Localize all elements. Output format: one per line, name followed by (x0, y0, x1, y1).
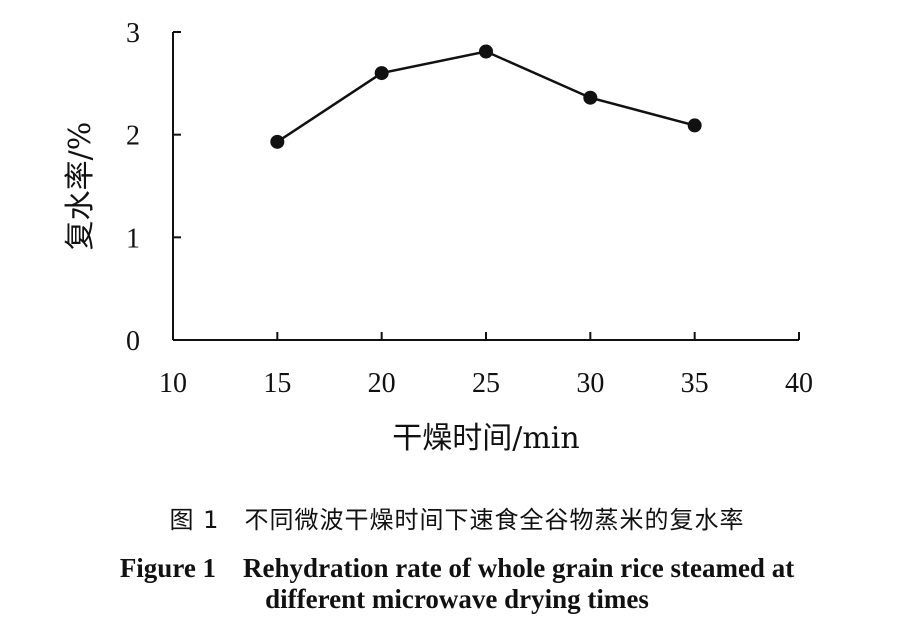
y-ticks: 0 1 2 3 (126, 18, 181, 357)
series-line (276, 50, 695, 143)
x-tick-label: 20 (368, 368, 396, 399)
data-point (687, 118, 702, 133)
figure-caption-english-line1: Figure 1 Rehydration rate of whole grain… (119, 553, 795, 583)
x-tick-label: 35 (681, 368, 709, 399)
data-points (270, 44, 702, 149)
x-tick-label: 25 (472, 368, 500, 399)
y-tick-label: 2 (126, 121, 140, 152)
data-point (374, 66, 389, 81)
x-tick-label: 30 (576, 368, 604, 399)
line-chart: 10 15 20 25 30 35 40 0 1 2 3 干燥时间/min 复水率/% (63, 18, 813, 456)
y-tick-label: 1 (126, 223, 140, 254)
data-point (479, 44, 493, 59)
y-tick-label: 3 (126, 18, 140, 49)
x-tick-label: 10 (159, 368, 187, 399)
y-tick-label: 0 (126, 326, 140, 357)
figure-caption-chinese: 图 1 不同微波干燥时间下速食全谷物蒸米的复水率 (169, 506, 745, 534)
x-axis-title: 干燥时间/min (392, 421, 579, 456)
data-point (583, 90, 598, 105)
data-point (270, 134, 285, 149)
x-tick-label: 15 (263, 368, 291, 399)
figure-caption-english-line2: different microwave drying times (265, 584, 649, 614)
y-axis-title: 复水率/% (63, 122, 98, 251)
x-ticks: 10 15 20 25 30 35 40 (159, 332, 813, 399)
x-tick-label: 40 (785, 368, 813, 399)
